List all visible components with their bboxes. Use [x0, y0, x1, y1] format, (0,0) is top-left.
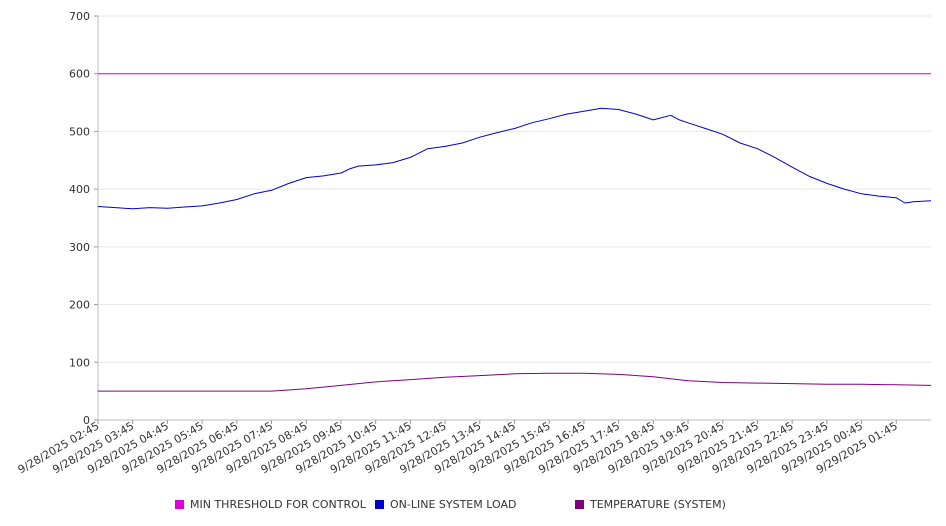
series-lines	[97, 73, 932, 392]
y-tick-label: 500	[69, 125, 90, 138]
grid-lines	[98, 15, 931, 363]
y-tick-label: 200	[69, 299, 90, 312]
legend-label-temperature-system: TEMPERATURE (SYSTEM)	[590, 498, 726, 511]
legend-label-min-threshold: MIN THRESHOLD FOR CONTROL	[190, 498, 366, 511]
y-axis-tick-labels: 0 100 200 300 400 500 600 700	[69, 10, 90, 427]
y-tick-label: 700	[69, 10, 90, 23]
y-tick-label: 300	[69, 241, 90, 254]
legend-item-min-threshold[interactable]: MIN THRESHOLD FOR CONTROL	[175, 498, 366, 511]
legend: MIN THRESHOLD FOR CONTROL ON-LINE SYSTEM…	[0, 498, 946, 514]
series-line-online-system-load	[97, 107, 932, 210]
legend-item-online-system-load[interactable]: ON-LINE SYSTEM LOAD	[375, 498, 516, 511]
legend-swatch-min-threshold	[175, 500, 184, 509]
legend-swatch-temperature-system	[575, 500, 584, 509]
legend-item-temperature-system[interactable]: TEMPERATURE (SYSTEM)	[575, 498, 726, 511]
legend-label-online-system-load: ON-LINE SYSTEM LOAD	[390, 498, 517, 511]
axes	[94, 15, 931, 424]
y-tick-label: 100	[69, 356, 90, 369]
series-line-temperature-system	[98, 372, 932, 392]
y-tick-label: 400	[69, 183, 90, 196]
y-tick-label: 0	[83, 414, 90, 427]
x-axis-tick-labels: 9/28/2025 02:459/28/2025 03:459/28/2025 …	[16, 419, 900, 476]
legend-swatch-online-system-load	[375, 500, 384, 509]
y-tick-label: 600	[69, 68, 90, 81]
